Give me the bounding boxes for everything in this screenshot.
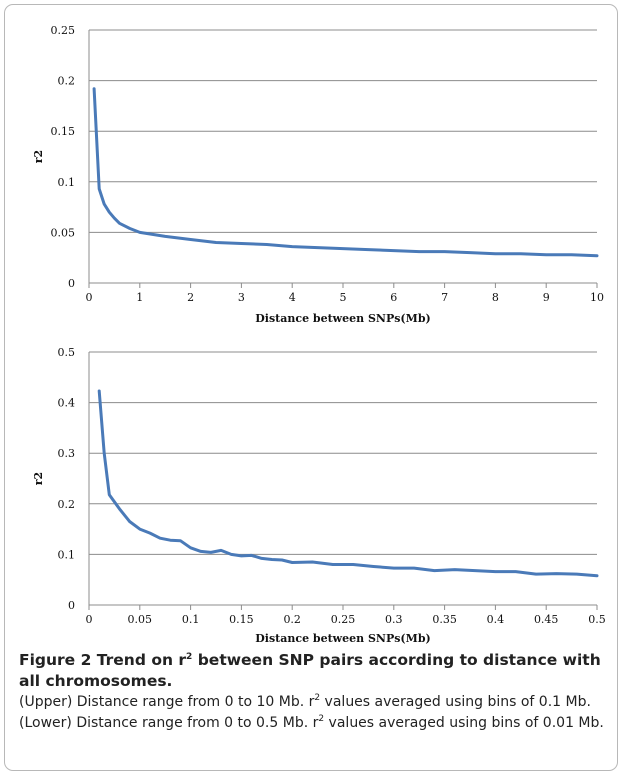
- figure-caption: Figure 2 Trend on r2 between SNP pairs a…: [19, 650, 615, 734]
- lower-x-tick-label: 0.2: [283, 613, 301, 626]
- caption-title: Figure 2 Trend on r2 between SNP pairs a…: [19, 651, 601, 690]
- lower-y-tick-label: 0.3: [58, 447, 76, 460]
- lower-x-tick-label: 0.1: [182, 613, 200, 626]
- caption-body: (Upper) Distance range from 0 to 10 Mb. …: [19, 693, 604, 732]
- upper-x-tick-label: 3: [238, 291, 245, 304]
- lower-x-tick-label: 0: [86, 613, 93, 626]
- upper-series-line: [92, 87, 599, 258]
- lower-x-tick-label: 0.45: [534, 613, 559, 626]
- upper-x-tick-label: 6: [390, 291, 397, 304]
- lower-y-axis-title: r2: [32, 472, 45, 485]
- upper-x-tick-label: 10: [590, 291, 604, 304]
- upper-x-tick-label: 0: [86, 291, 93, 304]
- lower-x-tick-label: 0.15: [229, 613, 254, 626]
- lower-y-tick-label: 0.4: [58, 397, 76, 410]
- lower-x-tick-label: 0.05: [128, 613, 153, 626]
- upper-x-tick-label: 5: [340, 291, 347, 304]
- lower-x-tick-label: 0.35: [432, 613, 457, 626]
- figure-charts: 0 0.05 0.1 0.15 0.2 0.25 0 1 2 3 4 5 6 7 8 9 10 Distance …: [32, 24, 606, 645]
- lower-y-tick-label: 0.2: [58, 498, 76, 511]
- upper-x-tick-label: 4: [289, 291, 296, 304]
- lower-y-tick-label: 0.1: [58, 548, 76, 561]
- upper-y-tick-label: 0.2: [58, 75, 76, 88]
- lower-y-tick-label: 0.5: [58, 346, 76, 359]
- lower-x-tick-label: 0.25: [331, 613, 356, 626]
- lower-y-tick-label: 0: [68, 599, 75, 612]
- upper-x-tick-label: 1: [136, 291, 143, 304]
- upper-y-axis-title: r2: [32, 150, 45, 163]
- upper-y-tick-label: 0.05: [51, 226, 76, 239]
- upper-x-tick-label: 7: [441, 291, 448, 304]
- upper-y-tick-label: 0.15: [51, 125, 76, 138]
- upper-y-tick-label: 0.1: [58, 176, 76, 189]
- upper-x-axis-title: Distance between SNPs(Mb): [255, 312, 430, 325]
- upper-x-tick-label: 8: [492, 291, 499, 304]
- lower-series-line: [97, 389, 599, 578]
- upper-x-tick-label: 9: [543, 291, 550, 304]
- lower-x-tick-label: 0.4: [487, 613, 505, 626]
- figure-frame: [4, 4, 618, 771]
- upper-y-tick-label: 0.25: [51, 24, 76, 37]
- lower-x-tick-label: 0.5: [588, 613, 606, 626]
- lower-x-axis-title: Distance between SNPs(Mb): [255, 632, 430, 645]
- upper-y-tick-label: 0: [68, 277, 75, 290]
- upper-x-tick-label: 2: [187, 291, 194, 304]
- lower-x-tick-label: 0.3: [385, 613, 403, 626]
